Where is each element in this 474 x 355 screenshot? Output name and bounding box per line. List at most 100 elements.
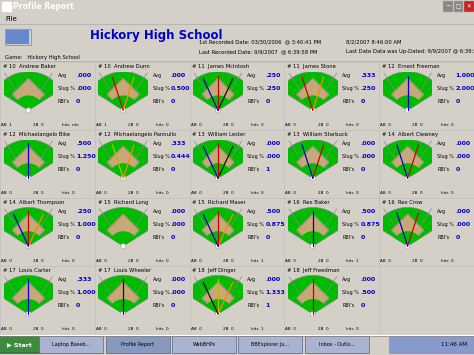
Wedge shape bbox=[375, 72, 440, 110]
Circle shape bbox=[27, 244, 30, 248]
Text: Slug %: Slug % bbox=[342, 86, 359, 91]
Circle shape bbox=[121, 244, 125, 248]
Polygon shape bbox=[392, 78, 423, 110]
Text: hits  0: hits 0 bbox=[62, 259, 74, 263]
Circle shape bbox=[122, 109, 125, 112]
Circle shape bbox=[27, 312, 30, 316]
Text: Slug %: Slug % bbox=[58, 222, 75, 227]
Text: □: □ bbox=[456, 4, 461, 9]
Text: Slug %: Slug % bbox=[153, 86, 170, 91]
Text: 0: 0 bbox=[171, 99, 175, 104]
Text: Avg: Avg bbox=[153, 73, 162, 78]
Wedge shape bbox=[185, 140, 251, 178]
Text: Slug %: Slug % bbox=[342, 290, 359, 295]
Polygon shape bbox=[13, 282, 44, 314]
Text: Avg: Avg bbox=[247, 141, 256, 146]
Circle shape bbox=[216, 312, 220, 316]
Text: Avg: Avg bbox=[58, 141, 67, 146]
Text: AB  0: AB 0 bbox=[380, 259, 391, 263]
Circle shape bbox=[122, 313, 125, 315]
Text: 2B  0: 2B 0 bbox=[318, 191, 328, 195]
Circle shape bbox=[217, 177, 219, 180]
Circle shape bbox=[27, 108, 30, 113]
Text: .500: .500 bbox=[76, 141, 91, 146]
Text: Slug %: Slug % bbox=[247, 154, 264, 159]
Circle shape bbox=[406, 177, 409, 180]
Text: Avg: Avg bbox=[437, 73, 446, 78]
Text: 2B  0: 2B 0 bbox=[128, 191, 138, 195]
Text: RBI's: RBI's bbox=[342, 99, 355, 104]
Text: RBI's: RBI's bbox=[247, 303, 260, 308]
Text: 2B  0: 2B 0 bbox=[128, 327, 138, 331]
Text: 2B  0: 2B 0 bbox=[33, 327, 44, 331]
Text: .000: .000 bbox=[360, 141, 375, 146]
Text: 8/2/2007 8:46:00 AM: 8/2/2007 8:46:00 AM bbox=[346, 39, 401, 44]
Text: Slug %: Slug % bbox=[153, 222, 170, 227]
Text: RBI's: RBI's bbox=[342, 303, 355, 308]
Wedge shape bbox=[205, 95, 231, 110]
Polygon shape bbox=[108, 282, 139, 314]
Text: 0: 0 bbox=[76, 235, 80, 240]
Text: RBI's: RBI's bbox=[153, 235, 165, 240]
Text: .333: .333 bbox=[76, 277, 91, 282]
Text: 0: 0 bbox=[455, 167, 459, 172]
Text: Avg: Avg bbox=[153, 277, 162, 282]
Wedge shape bbox=[0, 207, 61, 246]
Wedge shape bbox=[0, 140, 61, 178]
Wedge shape bbox=[16, 299, 41, 314]
Text: 1.000: 1.000 bbox=[455, 73, 474, 78]
FancyBboxPatch shape bbox=[39, 336, 103, 353]
Text: # 15  Richard Maser: # 15 Richard Maser bbox=[192, 200, 246, 205]
Text: WebBHPs: WebBHPs bbox=[192, 342, 216, 347]
Text: hits  0: hits 0 bbox=[251, 191, 264, 195]
Text: AB  0: AB 0 bbox=[1, 259, 12, 263]
Text: .000: .000 bbox=[455, 141, 470, 146]
Text: .000: .000 bbox=[455, 209, 470, 214]
Text: Slug %: Slug % bbox=[437, 222, 454, 227]
Text: hits  0: hits 0 bbox=[156, 327, 169, 331]
Wedge shape bbox=[91, 140, 156, 178]
Polygon shape bbox=[202, 78, 234, 110]
Text: # 12  Ernest Freeman: # 12 Ernest Freeman bbox=[382, 64, 440, 69]
Circle shape bbox=[311, 313, 314, 315]
Text: AB  0: AB 0 bbox=[285, 191, 296, 195]
Text: 0: 0 bbox=[360, 99, 365, 104]
Text: Slug %: Slug % bbox=[342, 154, 359, 159]
Text: Slug %: Slug % bbox=[58, 154, 75, 159]
Text: AB  0: AB 0 bbox=[380, 123, 391, 127]
Text: # 18  Jeff Freedman: # 18 Jeff Freedman bbox=[287, 268, 340, 273]
Wedge shape bbox=[280, 72, 346, 110]
FancyBboxPatch shape bbox=[106, 336, 170, 353]
Text: hits  1: hits 1 bbox=[346, 259, 358, 263]
Text: .000: .000 bbox=[360, 277, 375, 282]
Text: # 18  Jeff Dinger: # 18 Jeff Dinger bbox=[192, 268, 237, 273]
Text: .000: .000 bbox=[171, 209, 186, 214]
Text: RBI's: RBI's bbox=[153, 167, 165, 172]
Text: Laptop Baseb...: Laptop Baseb... bbox=[52, 342, 91, 347]
Text: RBI's: RBI's bbox=[247, 99, 260, 104]
Text: 2B  0: 2B 0 bbox=[33, 191, 44, 195]
Text: 0: 0 bbox=[360, 167, 365, 172]
Circle shape bbox=[216, 108, 220, 113]
Circle shape bbox=[217, 109, 219, 112]
Text: .000: .000 bbox=[265, 141, 281, 146]
Text: hits  0: hits 0 bbox=[251, 123, 264, 127]
Text: Avg: Avg bbox=[58, 209, 67, 214]
Circle shape bbox=[27, 245, 30, 247]
Text: .500: .500 bbox=[360, 209, 376, 214]
Text: 2B  0: 2B 0 bbox=[223, 123, 233, 127]
Text: .250: .250 bbox=[265, 86, 281, 91]
Circle shape bbox=[311, 108, 315, 113]
Text: Last Recorded Date: 9/9/2007  @ 6:39:58 PM: Last Recorded Date: 9/9/2007 @ 6:39:58 P… bbox=[199, 49, 318, 54]
Text: .000: .000 bbox=[455, 222, 470, 227]
Text: Slug %: Slug % bbox=[153, 290, 170, 295]
Wedge shape bbox=[300, 95, 326, 110]
Text: # 14  Albert Thompson: # 14 Albert Thompson bbox=[3, 200, 64, 205]
Text: .333: .333 bbox=[171, 141, 186, 146]
Text: 0.500: 0.500 bbox=[171, 86, 191, 91]
Text: Avg: Avg bbox=[247, 277, 256, 282]
Text: 0: 0 bbox=[265, 235, 270, 240]
Wedge shape bbox=[91, 207, 156, 246]
Wedge shape bbox=[395, 231, 420, 246]
FancyBboxPatch shape bbox=[238, 336, 302, 353]
